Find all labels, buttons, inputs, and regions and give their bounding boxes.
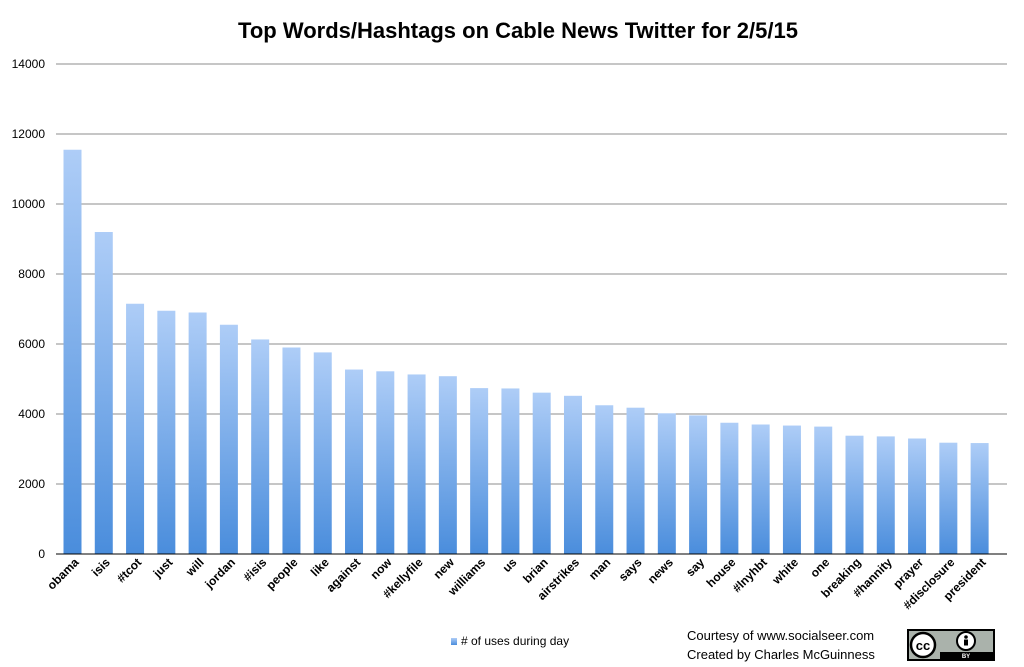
bar-hashtag-hannity <box>876 436 895 554</box>
y-tick-label: 6000 <box>18 337 45 351</box>
bar-williams <box>470 388 489 554</box>
x-category-label: will <box>182 555 206 579</box>
x-category-label: white <box>769 555 802 588</box>
bar-just <box>157 310 176 554</box>
bar-new <box>438 376 457 554</box>
y-axis-ticks: 0 2000 4000 6000 8000 10000 12000 14000 <box>12 57 46 561</box>
person-head-icon <box>964 635 968 639</box>
x-category-label: says <box>616 555 645 584</box>
y-tick-label: 8000 <box>18 267 45 281</box>
x-category-label: new <box>431 555 458 582</box>
x-category-label: obama <box>44 555 81 592</box>
x-category-label: now <box>368 555 395 582</box>
bar-man <box>595 405 614 554</box>
bar-us <box>501 388 520 554</box>
x-category-label: news <box>645 555 676 586</box>
bar-one <box>814 426 833 554</box>
cc-circle-icon <box>909 631 937 659</box>
cc-text: cc <box>916 638 930 653</box>
bar-white <box>782 425 801 554</box>
bar-airstrikes <box>563 395 582 554</box>
bar-hashtag-tcot <box>126 303 145 554</box>
credit-line-1: Courtesy of www.socialseer.com <box>687 628 874 643</box>
bar-hashtag-kellyfile <box>407 374 426 554</box>
x-category-label: #lnyhbt <box>730 555 770 595</box>
person-body-icon <box>964 639 968 646</box>
x-category-label: people <box>263 555 300 592</box>
gridlines <box>56 63 1007 485</box>
y-tick-label: 4000 <box>18 407 45 421</box>
bar-prayer <box>908 438 927 554</box>
y-tick-label: 12000 <box>12 127 46 141</box>
x-category-label: man <box>586 555 613 582</box>
x-category-label: us <box>500 555 520 575</box>
bar-say <box>689 415 708 554</box>
y-tick-label: 10000 <box>12 197 46 211</box>
bar-hashtag-disclosure <box>939 442 958 554</box>
by-text: BY <box>962 654 970 660</box>
x-category-label: #tcot <box>114 555 144 585</box>
bars <box>63 149 989 554</box>
y-tick-label: 0 <box>38 547 45 561</box>
bar-breaking <box>845 435 864 554</box>
legend: # of uses during day <box>451 634 569 648</box>
x-category-label: one <box>807 555 832 580</box>
bar-will <box>188 312 207 554</box>
x-category-label: isis <box>89 555 113 579</box>
y-tick-label: 2000 <box>18 477 45 491</box>
bar-brian <box>532 392 551 554</box>
bar-now <box>376 371 395 554</box>
bar-house <box>720 422 739 554</box>
credit-line-2: Created by Charles McGuinness <box>687 647 875 662</box>
legend-swatch <box>451 638 457 645</box>
bar-jordan <box>219 324 238 554</box>
x-category-label: against <box>324 555 364 595</box>
chart-title: Top Words/Hashtags on Cable News Twitter… <box>238 18 798 43</box>
cc-by-license-icon: cc BY <box>907 629 995 661</box>
x-category-label: just <box>150 555 176 581</box>
legend-label: # of uses during day <box>461 634 569 648</box>
bar-against <box>345 369 364 554</box>
bar-isis <box>94 232 113 554</box>
bar-like <box>313 352 332 554</box>
bar-news <box>657 413 676 554</box>
bar-says <box>626 407 645 554</box>
bar-people <box>282 347 301 554</box>
y-tick-label: 14000 <box>12 57 46 71</box>
x-category-label: like <box>308 555 332 579</box>
badge-by-strip <box>940 652 993 659</box>
bar-hashtag-lnyhbt <box>751 424 770 554</box>
bar-hashtag-isis <box>251 339 270 554</box>
bar-obama <box>63 149 82 554</box>
x-category-label: jordan <box>201 555 238 592</box>
x-category-label: say <box>683 555 707 579</box>
bar-president <box>970 443 989 554</box>
